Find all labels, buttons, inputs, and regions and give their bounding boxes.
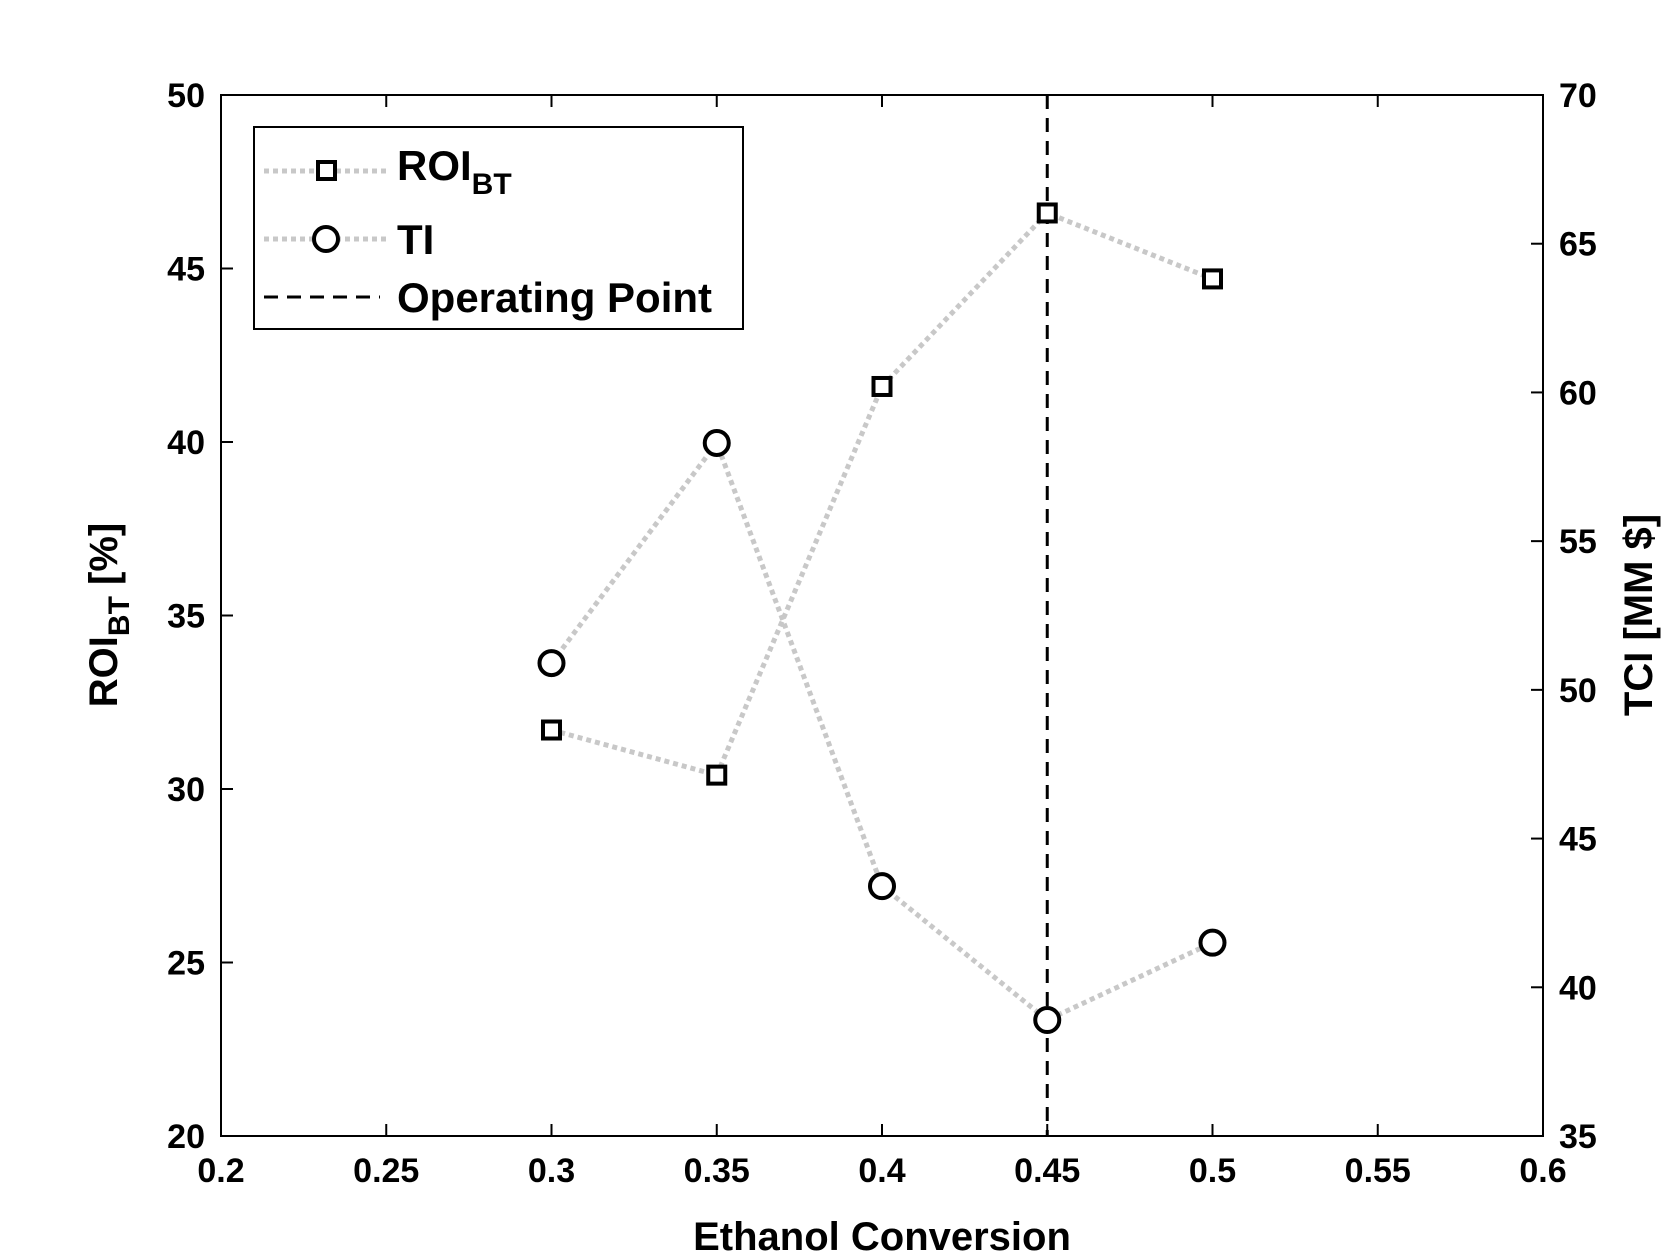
y-right-tick-label: 60: [1559, 374, 1597, 412]
y-axis-right: 35 40 45 50 55 60 65 70: [1531, 77, 1597, 1156]
x-tick-label: 0.55: [1345, 1152, 1411, 1190]
roi-point: [1202, 268, 1223, 290]
x-tick-label: 0.5: [1189, 1152, 1236, 1190]
y-axis-left: 20 25 30 35 40 45 50: [167, 77, 233, 1156]
legend-roi-label: ROIBT: [397, 142, 512, 201]
y-left-tick-label: 30: [167, 771, 205, 809]
y-axis-left-title-main: ROI: [82, 636, 126, 707]
legend: ROIBT TI Operating Point: [253, 126, 744, 330]
roi-point: [871, 375, 893, 397]
x-tick-label: 0.3: [528, 1152, 575, 1190]
y-left-tick-label: 50: [167, 77, 205, 115]
y-right-tick-label: 70: [1559, 77, 1597, 115]
legend-operating-label: Operating Point: [397, 274, 712, 321]
legend-ti-marker: [312, 225, 340, 253]
x-axis-title: Ethanol Conversion: [693, 1215, 1071, 1259]
ti-point: [537, 649, 566, 678]
series-line-roi: [550, 210, 1214, 779]
y-right-tick-label: 65: [1559, 226, 1597, 264]
y-axis-left-title-sub: BT: [103, 596, 136, 636]
ti-point: [1033, 1006, 1062, 1035]
y-axis-left-title-tail: [%]: [82, 523, 126, 596]
legend-ti-label: TI: [397, 216, 434, 263]
legend-roi-label-main: ROI: [397, 142, 472, 189]
x-tick-label: 0.6: [1519, 1152, 1566, 1190]
x-axis: 0.2 0.25 0.3 0.35 0.4 0.45 0.5 0.55 0.6: [197, 95, 1567, 1190]
ti-point: [1198, 928, 1227, 957]
y-right-tick-label: 50: [1559, 672, 1597, 710]
roi-point: [541, 719, 562, 741]
legend-roi-label-sub: BT: [472, 168, 512, 201]
y-axis-right-title: TCI [MM $]: [1617, 514, 1661, 716]
y-right-tick-label: 55: [1559, 523, 1597, 561]
y-left-tick-label: 25: [167, 945, 205, 983]
ti-point: [702, 428, 731, 457]
y-right-tick-label: 40: [1559, 969, 1597, 1007]
roi-point: [1036, 202, 1058, 224]
y-left-tick-label: 45: [167, 251, 205, 289]
legend-roi-marker: [316, 160, 337, 181]
y-right-tick-label: 45: [1559, 821, 1597, 859]
y-right-tick-label: 35: [1559, 1118, 1597, 1156]
x-tick-label: 0.35: [684, 1152, 750, 1190]
roi-point: [706, 764, 728, 786]
x-tick-label: 0.2: [197, 1152, 244, 1190]
ti-point: [868, 872, 896, 901]
x-tick-label: 0.4: [858, 1152, 905, 1190]
series-layer: [537, 95, 1227, 1136]
x-tick-label: 0.25: [353, 1152, 419, 1190]
y-left-tick-label: 40: [167, 424, 205, 462]
y-left-tick-label: 20: [167, 1118, 205, 1156]
y-axis-left-title: ROIBT [%]: [82, 523, 136, 707]
y-left-tick-label: 35: [167, 598, 205, 636]
x-tick-label: 0.45: [1014, 1152, 1080, 1190]
